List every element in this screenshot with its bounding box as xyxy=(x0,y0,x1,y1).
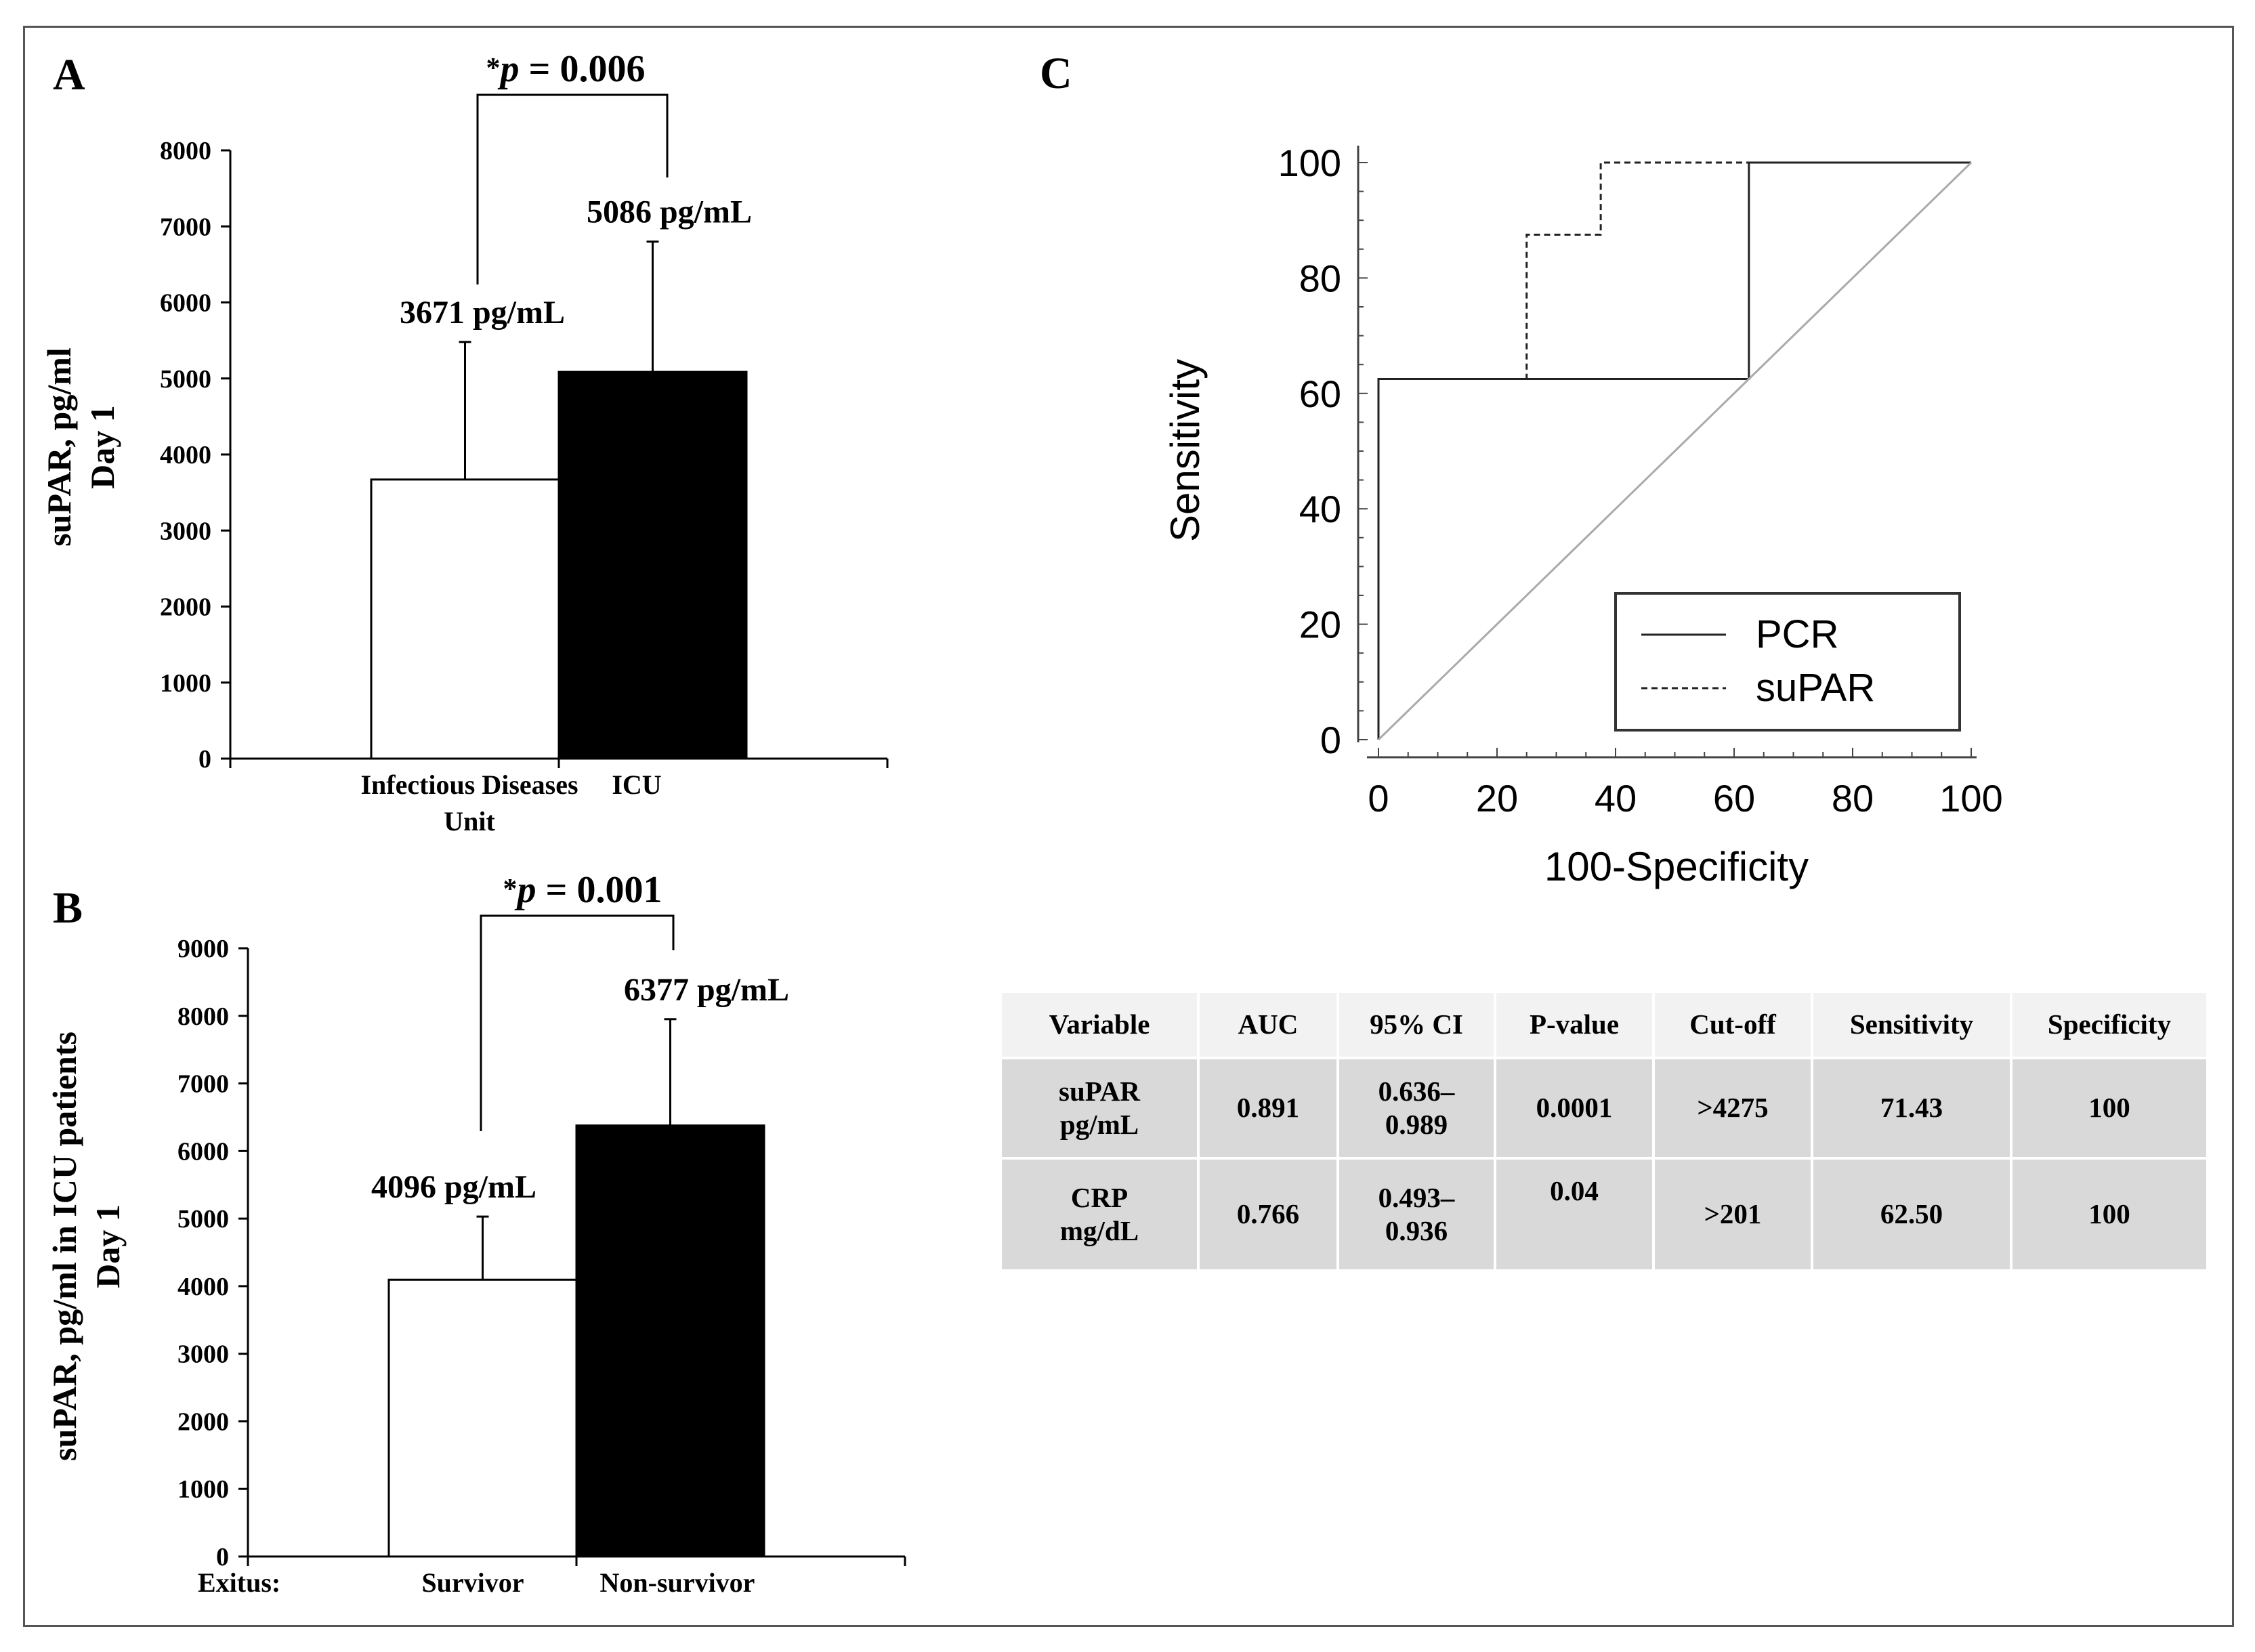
y-tick-label: 0 xyxy=(1320,719,1341,761)
roc-statistics-table: Variable AUC 95% CI P-value Cut-off Sens… xyxy=(999,990,2209,1272)
category-label: Non-survivor xyxy=(600,1567,755,1598)
data-label: 4096 pg/mL xyxy=(371,1169,536,1205)
cell-p-value: 0.04 xyxy=(1494,1157,1655,1272)
y-axis-label: suPAR, pg/ml in ICU patients xyxy=(45,1032,83,1461)
y-tick-label: 8000 xyxy=(177,1002,229,1031)
significance-label: *p = 0.001 xyxy=(503,869,662,911)
y-tick-label: 40 xyxy=(1299,488,1341,530)
data-label: 6377 pg/mL xyxy=(624,972,789,1008)
y-axis-label: Day 1 xyxy=(89,1204,127,1288)
y-tick-label: 7000 xyxy=(160,213,211,241)
panel-letter-c: C xyxy=(1040,49,1072,98)
significance-label: *p = 0.006 xyxy=(486,48,646,90)
y-axis-label: Sensitivity xyxy=(1162,359,1208,542)
y-tick-label: 2000 xyxy=(177,1407,229,1436)
cell-variable: CRP mg/dL xyxy=(999,1157,1200,1272)
y-tick-label: 3000 xyxy=(160,517,211,545)
cell-auc: 0.891 xyxy=(1197,1057,1339,1160)
bar-chart-a: 0 1000 2000 3000 4000 5000 6000 7000 8000 3671 pg… xyxy=(40,48,889,836)
cell-ci: 0.493– 0.936 xyxy=(1336,1157,1496,1272)
y-tick-label: 0 xyxy=(198,745,211,774)
y-tick-label: 2000 xyxy=(160,593,211,622)
x-tick-label: 60 xyxy=(1713,777,1755,820)
x-tick-label: 100 xyxy=(1939,777,2002,820)
table-header-row: Variable AUC 95% CI P-value Cut-off Sens… xyxy=(999,990,2209,1059)
legend-label-pcr: PCR xyxy=(1756,612,1838,656)
legend-label-supar: suPAR xyxy=(1756,666,1875,710)
cell-p-value: 0.0001 xyxy=(1494,1057,1655,1160)
table-row: CRP mg/dL 0.766 0.493– 0.936 0.04 >201 6… xyxy=(999,1157,2209,1272)
header-p-value: P-value xyxy=(1494,990,1655,1059)
category-label: Unit xyxy=(444,806,495,836)
y-tick-label: 6000 xyxy=(160,289,211,318)
y-tick-label: 1000 xyxy=(177,1475,229,1504)
bar-chart-b: 0 1000 2000 3000 4000 5000 6000 7000 8000 9000 409… xyxy=(45,869,906,1598)
x-tick-label: 20 xyxy=(1476,777,1518,820)
header-specificity: Specificity xyxy=(2010,990,2209,1059)
cell-auc: 0.766 xyxy=(1197,1157,1339,1272)
y-tick-label: 3000 xyxy=(177,1340,229,1369)
roc-chart-c: 0 20 40 60 80 100 0 20 40 60 80 100 100-Specificity S… xyxy=(1162,142,2003,889)
y-tick-label: 6000 xyxy=(177,1137,229,1166)
y-tick-label: 5000 xyxy=(177,1205,229,1233)
bar xyxy=(370,478,560,760)
cell-sensitivity: 71.43 xyxy=(1811,1057,2012,1160)
y-tick-label: 9000 xyxy=(177,935,229,963)
cell-specificity: 100 xyxy=(2010,1057,2209,1160)
y-tick-label: 60 xyxy=(1299,373,1341,415)
cell-variable: suPAR pg/mL xyxy=(999,1057,1200,1160)
y-tick-label: 8000 xyxy=(160,137,211,165)
roc-line-reference xyxy=(1377,161,1973,741)
data-label: 3671 pg/mL xyxy=(400,295,565,331)
table-row: suPAR pg/mL 0.891 0.636– 0.989 0.0001 >4… xyxy=(999,1057,2209,1160)
header-variable: Variable xyxy=(999,990,1200,1059)
significance-bracket xyxy=(476,93,669,284)
y-tick-label: 4000 xyxy=(177,1273,229,1301)
x-tick-label: 80 xyxy=(1832,777,1874,820)
y-axis-label: Day 1 xyxy=(83,405,121,489)
cell-sensitivity: 62.50 xyxy=(1811,1157,2012,1272)
cell-cutoff: >201 xyxy=(1652,1157,1813,1272)
panel-letter-a: A xyxy=(53,50,85,100)
legend-box xyxy=(1614,592,1961,732)
x-axis-label: 100-Specificity xyxy=(1544,844,1809,889)
significance-bracket xyxy=(480,914,675,1131)
bar xyxy=(575,1124,765,1558)
category-label: Infectious Diseases xyxy=(360,769,578,800)
cell-cutoff: >4275 xyxy=(1652,1057,1813,1160)
y-tick-label: 100 xyxy=(1278,142,1341,184)
y-tick-label: 5000 xyxy=(160,365,211,394)
y-tick-label: 4000 xyxy=(160,441,211,469)
data-label: 5086 pg/mL xyxy=(587,194,752,230)
header-cutoff: Cut-off xyxy=(1652,990,1813,1059)
x-axis-label: Exitus: xyxy=(198,1567,280,1598)
y-axis-label: suPAR, pg/ml xyxy=(40,347,78,547)
panel-letter-b: B xyxy=(53,883,83,933)
bar xyxy=(387,1278,578,1558)
y-tick-label: 7000 xyxy=(177,1070,229,1099)
cell-ci: 0.636– 0.989 xyxy=(1336,1057,1496,1160)
y-tick-label: 0 xyxy=(216,1543,229,1571)
y-tick-label: 20 xyxy=(1299,603,1341,646)
x-tick-label: 0 xyxy=(1368,777,1389,820)
header-ci: 95% CI xyxy=(1336,990,1496,1059)
x-tick-label: 40 xyxy=(1595,777,1637,820)
header-sensitivity: Sensitivity xyxy=(1811,990,2012,1059)
y-tick-label: 1000 xyxy=(160,669,211,698)
category-label: ICU xyxy=(612,769,661,800)
cell-specificity: 100 xyxy=(2010,1157,2209,1272)
category-label: Survivor xyxy=(421,1567,524,1598)
roc-line-supar xyxy=(1377,161,1971,740)
y-tick-label: 80 xyxy=(1299,257,1341,299)
header-auc: AUC xyxy=(1197,990,1339,1059)
bar xyxy=(557,370,748,760)
figure-frame xyxy=(23,26,2234,1627)
